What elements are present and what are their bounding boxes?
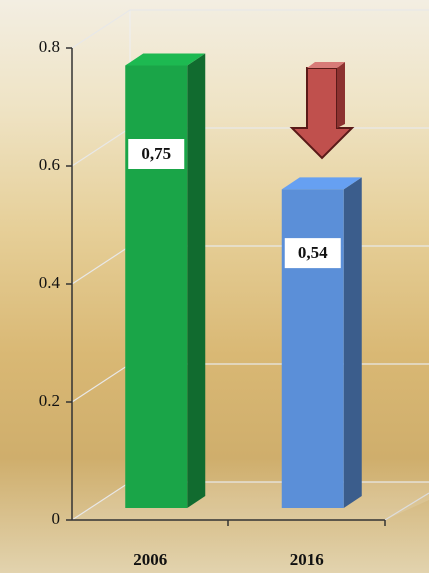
y-tick-label: 0.6	[39, 155, 60, 174]
bar-top	[125, 53, 206, 66]
bars: 0,75 0,54	[125, 53, 362, 508]
down-arrow-top	[307, 62, 345, 68]
bar	[281, 189, 344, 508]
bar	[125, 65, 188, 508]
y-tick-label: 0.4	[39, 273, 61, 292]
grid-line	[71, 9, 429, 49]
floor-edge	[384, 492, 429, 521]
value-label-box	[284, 238, 341, 269]
bar-side	[187, 53, 206, 508]
bar-side	[343, 177, 362, 508]
y-tick-label: 0.8	[39, 37, 60, 56]
down-arrow-side	[337, 62, 345, 128]
y-tick-label: 0	[52, 509, 61, 528]
value-label: 0,54	[298, 243, 328, 262]
x-tick-label: 2016	[290, 550, 324, 569]
value-label-box	[128, 139, 185, 169]
bar-top	[281, 177, 362, 190]
x-tick-label: 2006	[133, 550, 167, 569]
y-tick-label: 0.2	[39, 391, 60, 410]
value-label: 0,75	[141, 144, 171, 163]
